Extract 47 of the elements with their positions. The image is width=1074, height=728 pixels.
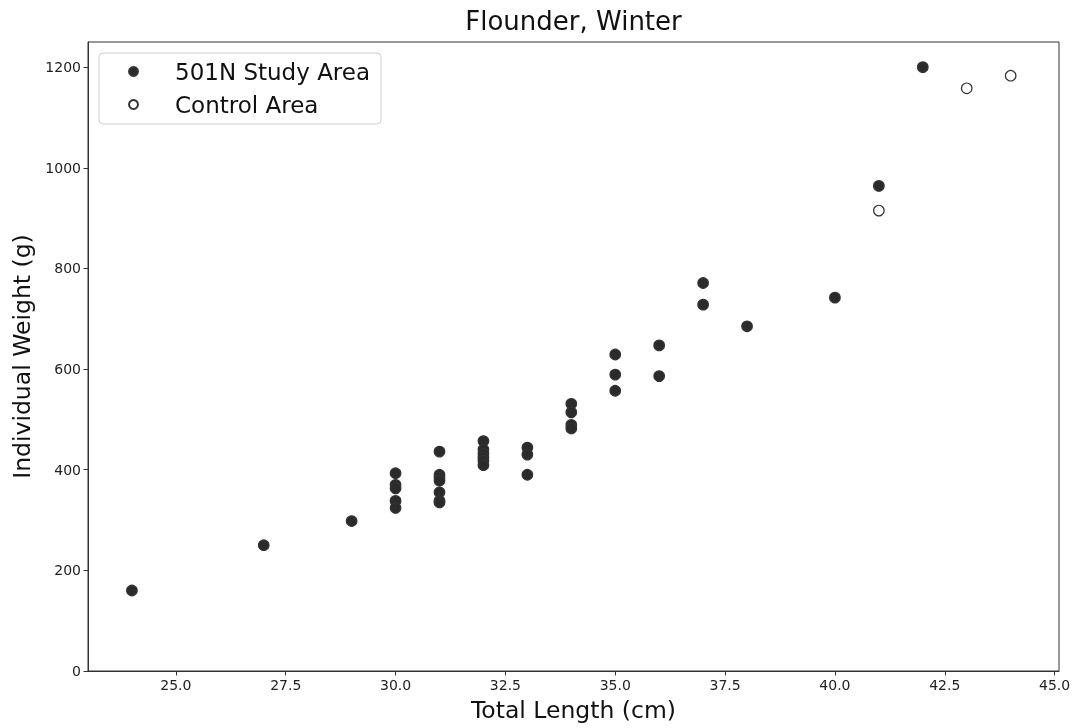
- point: [345, 515, 358, 527]
- point: [873, 204, 885, 217]
- point: [565, 422, 578, 435]
- point: [873, 180, 885, 192]
- y-tick-label: 1000: [45, 159, 81, 176]
- point: [741, 320, 753, 333]
- x-tick-label: 35.0: [599, 677, 631, 693]
- point: [609, 368, 622, 381]
- legend-label: 501N Study Area: [175, 58, 371, 85]
- point: [1004, 69, 1017, 82]
- point: [653, 370, 666, 382]
- y-tick-label: 600: [54, 361, 81, 378]
- x-axis-title: Total Length (cm): [469, 696, 677, 724]
- point: [126, 584, 138, 597]
- point: [389, 502, 402, 514]
- y-tick-label: 0: [72, 663, 81, 679]
- x-tick-label: 40.0: [819, 677, 851, 693]
- point: [960, 82, 973, 95]
- point: [257, 539, 270, 552]
- point: [477, 459, 490, 472]
- x-tick-label: 32.5: [489, 677, 521, 693]
- legend-label: Control Area: [175, 91, 319, 118]
- point: [433, 445, 446, 458]
- point: [521, 468, 534, 481]
- x-tick-label: 30.0: [379, 677, 412, 693]
- y-tick-label: 800: [54, 260, 81, 277]
- y-tick-label: 400: [54, 461, 81, 478]
- x-tick-label: 25.0: [160, 677, 192, 693]
- point: [697, 277, 709, 289]
- point: [521, 448, 534, 461]
- point: [697, 298, 709, 311]
- x-tick-label: 42.5: [929, 677, 961, 693]
- chart-title: Flounder, Winter: [465, 6, 683, 36]
- point: [389, 467, 402, 480]
- x-tick-label: 37.5: [709, 677, 741, 693]
- point: [609, 348, 622, 361]
- y-tick-label: 1200: [45, 59, 81, 76]
- y-axis-title: Individual Weight (g): [8, 234, 37, 479]
- point: [829, 291, 841, 304]
- point: [916, 61, 929, 74]
- point: [653, 339, 666, 352]
- x-tick-label: 45.0: [1039, 677, 1071, 693]
- point: [609, 384, 622, 397]
- x-tick-label: 27.5: [270, 677, 302, 693]
- y-tick-label: 200: [54, 562, 81, 579]
- point: [389, 482, 402, 495]
- point: [565, 406, 578, 419]
